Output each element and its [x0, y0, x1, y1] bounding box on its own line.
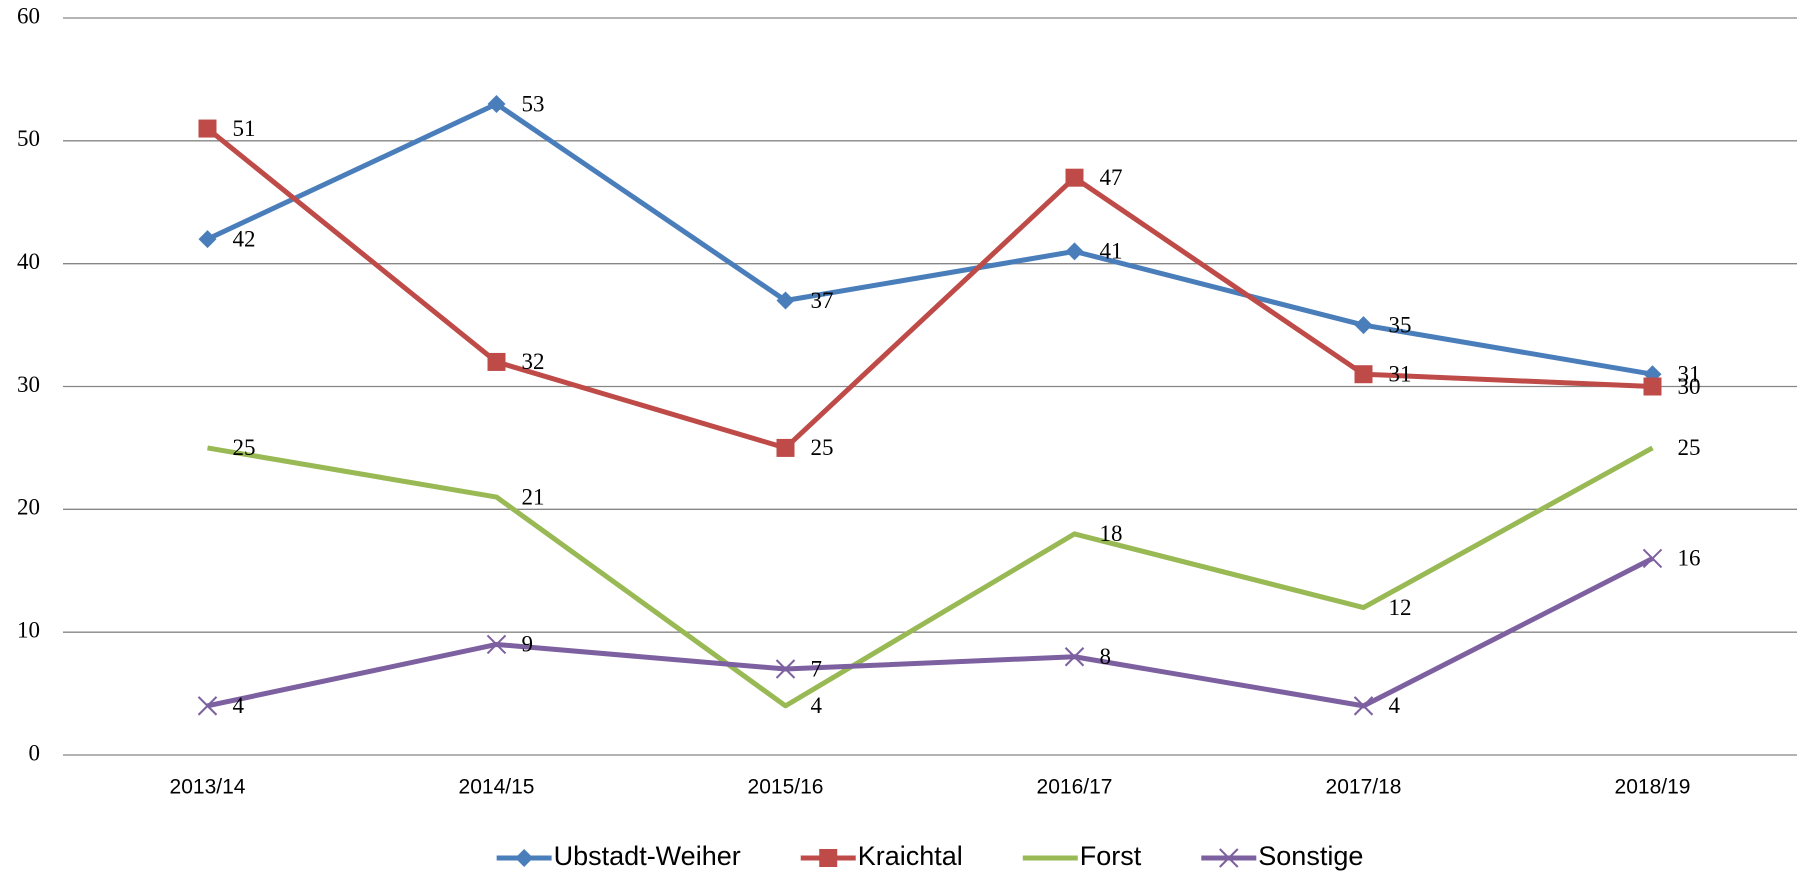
data-label: 4 — [1389, 693, 1401, 718]
y-tick-label: 0 — [29, 740, 41, 765]
y-tick-label: 10 — [17, 617, 40, 642]
data-label: 30 — [1678, 374, 1701, 399]
y-tick-label: 40 — [17, 249, 40, 274]
data-label: 37 — [811, 288, 834, 313]
marker — [487, 352, 506, 371]
data-label: 31 — [1678, 361, 1701, 386]
y-tick-label: 60 — [17, 3, 40, 28]
x-tick-label: 2016/17 — [1037, 776, 1113, 799]
marker — [1353, 696, 1374, 716]
marker — [775, 659, 796, 679]
marker — [487, 94, 506, 113]
data-label: 12 — [1389, 595, 1412, 620]
marker — [515, 849, 534, 867]
marker — [486, 634, 507, 655]
marker — [1642, 548, 1663, 569]
x-tick-label: 2015/16 — [748, 776, 824, 799]
x-tick-label: 2018/19 — [1615, 776, 1691, 799]
data-label: 42 — [233, 226, 256, 251]
data-label: 25 — [233, 435, 256, 460]
data-label: 4 — [233, 693, 245, 718]
data-label: 4 — [811, 693, 823, 718]
marker — [1065, 242, 1084, 261]
y-tick-label: 50 — [17, 126, 40, 151]
series-line — [206, 556, 1654, 709]
x-tick-label: 2013/14 — [170, 776, 246, 799]
legend-item: Forst — [1022, 841, 1142, 871]
marker — [1065, 168, 1084, 187]
data-label: 25 — [1678, 435, 1701, 460]
marker — [198, 230, 217, 249]
legend-item: Kraichtal — [800, 841, 963, 871]
data-label: 21 — [522, 484, 545, 509]
data-label: 53 — [522, 91, 545, 116]
data-label: 8 — [1100, 644, 1112, 669]
data-label: 16 — [1678, 546, 1701, 571]
data-label: 18 — [1100, 521, 1123, 546]
legend-label: Sonstige — [1258, 841, 1363, 871]
y-tick-label: 30 — [17, 372, 40, 397]
legend-label: Kraichtal — [858, 841, 963, 871]
data-label: 25 — [811, 435, 834, 460]
data-label: 47 — [1100, 165, 1123, 190]
marker — [198, 119, 217, 138]
legend-item: Sonstige — [1201, 841, 1363, 871]
marker — [1354, 316, 1373, 335]
series-line — [207, 445, 1654, 709]
marker — [776, 291, 795, 310]
series-line — [206, 101, 1653, 377]
data-label: 9 — [522, 632, 534, 657]
marker — [197, 696, 218, 716]
series-line — [205, 126, 1653, 451]
marker — [1219, 848, 1239, 868]
marker — [776, 438, 795, 457]
x-tick-label: 2014/15 — [459, 776, 535, 799]
data-label: 32 — [522, 349, 545, 374]
legend-label: Forst — [1080, 841, 1142, 871]
legend-item: Ubstadt-Weiher — [496, 841, 741, 871]
data-label: 31 — [1389, 361, 1412, 386]
data-label: 35 — [1389, 312, 1412, 337]
data-label: 51 — [233, 116, 256, 141]
x-tick-label: 2017/18 — [1326, 776, 1402, 799]
marker — [819, 849, 838, 867]
data-label: 7 — [811, 656, 823, 681]
legend: Ubstadt-Weiher Kraichtal Forst Sonstige — [496, 841, 1363, 871]
marker — [1354, 365, 1373, 384]
marker — [1064, 647, 1085, 667]
y-tick-label: 20 — [17, 495, 40, 520]
marker — [1643, 377, 1662, 396]
data-label: 41 — [1100, 239, 1123, 264]
legend-label: Ubstadt-Weiher — [554, 841, 741, 871]
